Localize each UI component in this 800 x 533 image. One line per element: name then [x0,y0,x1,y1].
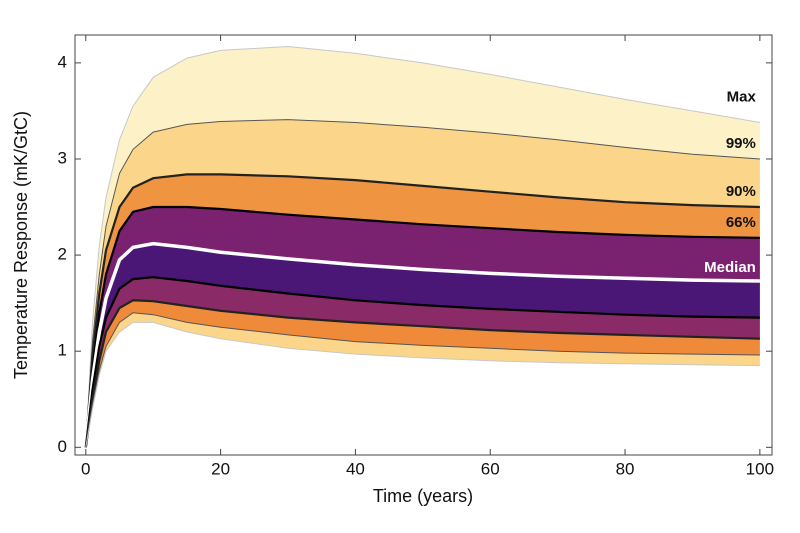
series-label: 90% [726,183,756,200]
y-tick-label: 0 [58,437,67,456]
plot-frame [74,34,773,456]
series-line [84,241,760,448]
y-tick-label: 3 [58,148,67,167]
series-line [84,205,760,448]
x-axis-title: Time (years) [373,486,473,506]
series-label: Max [727,88,757,105]
series-label: Median [704,259,756,276]
y-tick-label: 4 [58,52,67,71]
series-line [85,321,760,448]
x-tick-label: 0 [81,459,90,478]
x-tick-label: 60 [481,459,500,478]
series-label: 99% [726,135,756,152]
y-axis-title: Temperature Response (mK/GtC) [11,111,31,379]
x-tick-label: 20 [211,459,230,478]
band [85,277,760,448]
band [85,300,760,448]
series-line [84,299,760,448]
series-line [84,276,760,448]
band [85,243,760,448]
lines [84,45,760,448]
y-tick-label: 2 [58,245,67,264]
x-tick-label: 100 [746,459,774,478]
x-tick-label: 40 [346,459,365,478]
series-label: 66% [726,214,756,231]
band [85,46,760,448]
y-tick-label: 1 [58,341,67,360]
series-line [85,119,760,448]
series-line [85,312,760,448]
band [85,207,760,448]
series-line [84,173,760,448]
band [85,174,760,448]
x-tick-label: 80 [616,459,635,478]
series-line [85,45,760,448]
